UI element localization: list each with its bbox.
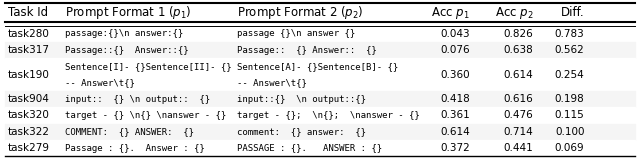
Text: 0.100: 0.100 [555,127,584,137]
Text: -- Answer\t{}: -- Answer\t{} [237,78,307,87]
Bar [4,140,636,156]
Text: Sentence[I]- {}Sentence[II]- {}: Sentence[I]- {}Sentence[II]- {} [65,62,232,71]
Text: Prompt Format 1 ($p_1$): Prompt Format 1 ($p_1$) [65,4,191,21]
Bar [4,107,636,124]
Bar [4,26,636,42]
Text: 0.361: 0.361 [440,110,470,120]
Text: task279: task279 [8,143,50,153]
Text: 0.043: 0.043 [440,29,470,39]
Text: Passage::{}  Answer::{}: Passage::{} Answer::{} [65,46,189,55]
Text: 0.614: 0.614 [440,127,470,137]
Text: 0.441: 0.441 [504,143,534,153]
Bar [4,58,636,91]
Text: 0.783: 0.783 [555,29,584,39]
Text: input::  {} \n output::  {}: input:: {} \n output:: {} [65,95,210,104]
Text: 0.562: 0.562 [555,45,584,55]
Text: Diff.: Diff. [561,6,584,19]
Text: -- Answer\t{}: -- Answer\t{} [65,78,135,87]
Text: Task Id: Task Id [8,6,48,19]
Text: input::{}  \n output::{}: input::{} \n output::{} [237,95,366,104]
Bar [4,124,636,140]
Bar [4,91,636,107]
Text: task904: task904 [8,94,50,104]
Text: passage:{}\n answer:{}: passage:{}\n answer:{} [65,29,184,38]
Text: Acc $p_1$: Acc $p_1$ [431,5,470,21]
Text: 0.614: 0.614 [504,70,534,80]
Bar [4,42,636,58]
Text: task322: task322 [8,127,50,137]
Text: 0.198: 0.198 [555,94,584,104]
Text: 0.418: 0.418 [440,94,470,104]
Text: PASSAGE : {}.   ANSWER : {}: PASSAGE : {}. ANSWER : {} [237,144,382,153]
Text: Sentence[A]- {}Sentence[B]- {}: Sentence[A]- {}Sentence[B]- {} [237,62,399,71]
Text: task280: task280 [8,29,50,39]
Text: 0.254: 0.254 [555,70,584,80]
Text: COMMENT:  {} ANSWER:  {}: COMMENT: {} ANSWER: {} [65,127,194,136]
Text: Passage::  {} Answer::  {}: Passage:: {} Answer:: {} [237,46,377,55]
Text: target - {};  \n{};  \nanswer - {}: target - {}; \n{}; \nanswer - {} [237,111,420,120]
Text: 0.069: 0.069 [555,143,584,153]
Text: Acc $p_2$: Acc $p_2$ [495,5,534,21]
Text: target - {} \n{} \nanswer - {}: target - {} \n{} \nanswer - {} [65,111,227,120]
Text: 0.638: 0.638 [504,45,534,55]
Text: 0.360: 0.360 [440,70,470,80]
Text: 0.076: 0.076 [440,45,470,55]
Text: passage {}\n answer {}: passage {}\n answer {} [237,29,355,38]
Text: 0.476: 0.476 [504,110,534,120]
Text: task320: task320 [8,110,50,120]
Text: task317: task317 [8,45,50,55]
Text: task190: task190 [8,70,50,80]
Text: Prompt Format 2 ($p_2$): Prompt Format 2 ($p_2$) [237,4,364,21]
Text: 0.115: 0.115 [555,110,584,120]
Text: 0.372: 0.372 [440,143,470,153]
Text: 0.616: 0.616 [504,94,534,104]
Text: comment:  {} answer:  {}: comment: {} answer: {} [237,127,366,136]
Text: 0.826: 0.826 [504,29,534,39]
Text: 0.714: 0.714 [504,127,534,137]
Text: Passage : {}.  Answer : {}: Passage : {}. Answer : {} [65,144,205,153]
